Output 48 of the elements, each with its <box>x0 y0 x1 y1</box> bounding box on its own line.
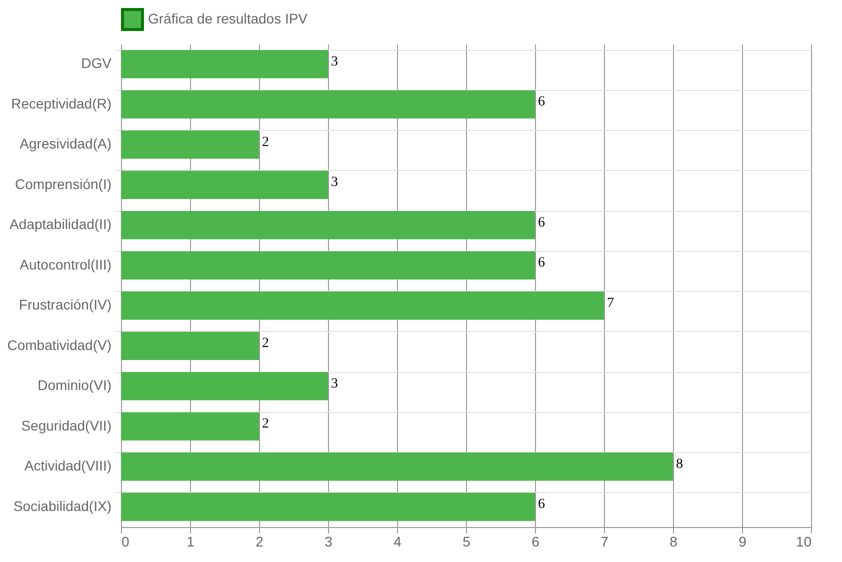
bar <box>121 372 328 400</box>
y-tick-label: Agresividad(A) <box>20 136 112 152</box>
data-label: 6 <box>538 497 545 512</box>
bar <box>121 130 259 159</box>
x-tick-label: 3 <box>324 534 333 550</box>
data-label: 7 <box>607 296 614 311</box>
x-tick-label: 1 <box>186 534 195 550</box>
bar <box>121 412 259 440</box>
y-tick-label: Autocontrol(III) <box>20 256 112 272</box>
bar <box>121 90 535 118</box>
legend-label: Gráfica de resultados IPV <box>148 10 308 26</box>
bar <box>121 332 259 360</box>
bar <box>121 452 673 481</box>
y-tick-label: Receptividad(R) <box>11 95 112 112</box>
y-tick-label: Seguridad(VII) <box>21 417 112 434</box>
data-label: 8 <box>676 456 683 472</box>
y-tick-label: Adaptabilidad(II) <box>10 216 112 232</box>
x-tick-label: 4 <box>394 534 402 550</box>
bar <box>121 292 604 320</box>
x-tick-label: 7 <box>600 534 609 550</box>
x-tick-label: 8 <box>670 534 678 550</box>
x-tick-label: 9 <box>738 534 747 550</box>
x-tick-label: 2 <box>256 534 264 550</box>
bar <box>121 211 535 240</box>
bar <box>121 251 535 280</box>
bar <box>121 50 328 78</box>
x-tick-label: 5 <box>462 534 471 550</box>
y-tick-label: Frustración(IV) <box>18 296 112 313</box>
data-label: 3 <box>331 376 338 392</box>
data-label: 2 <box>262 336 269 352</box>
data-label: 2 <box>262 134 269 150</box>
data-label: 6 <box>538 94 545 110</box>
x-tick-label: 10 <box>796 534 812 550</box>
bar <box>121 492 535 521</box>
data-label: 6 <box>538 256 545 271</box>
data-label: 3 <box>331 175 338 190</box>
y-tick-label: Sociabilidad(IX) <box>13 498 112 514</box>
y-tick-label: DGV <box>81 55 112 72</box>
y-tick-label: Comprensión(I) <box>15 176 112 192</box>
y-tick-label: Combatividad(V) <box>7 336 112 353</box>
x-tick-label: 0 <box>122 534 130 550</box>
x-tick-label: 6 <box>532 534 540 550</box>
data-label: 6 <box>538 215 545 230</box>
y-tick-label: Dominio(VI) <box>38 377 112 394</box>
bar <box>121 170 328 199</box>
data-label: 2 <box>262 416 269 432</box>
data-label: 3 <box>331 54 338 70</box>
y-tick-label: Actividad(VIII) <box>24 458 112 474</box>
